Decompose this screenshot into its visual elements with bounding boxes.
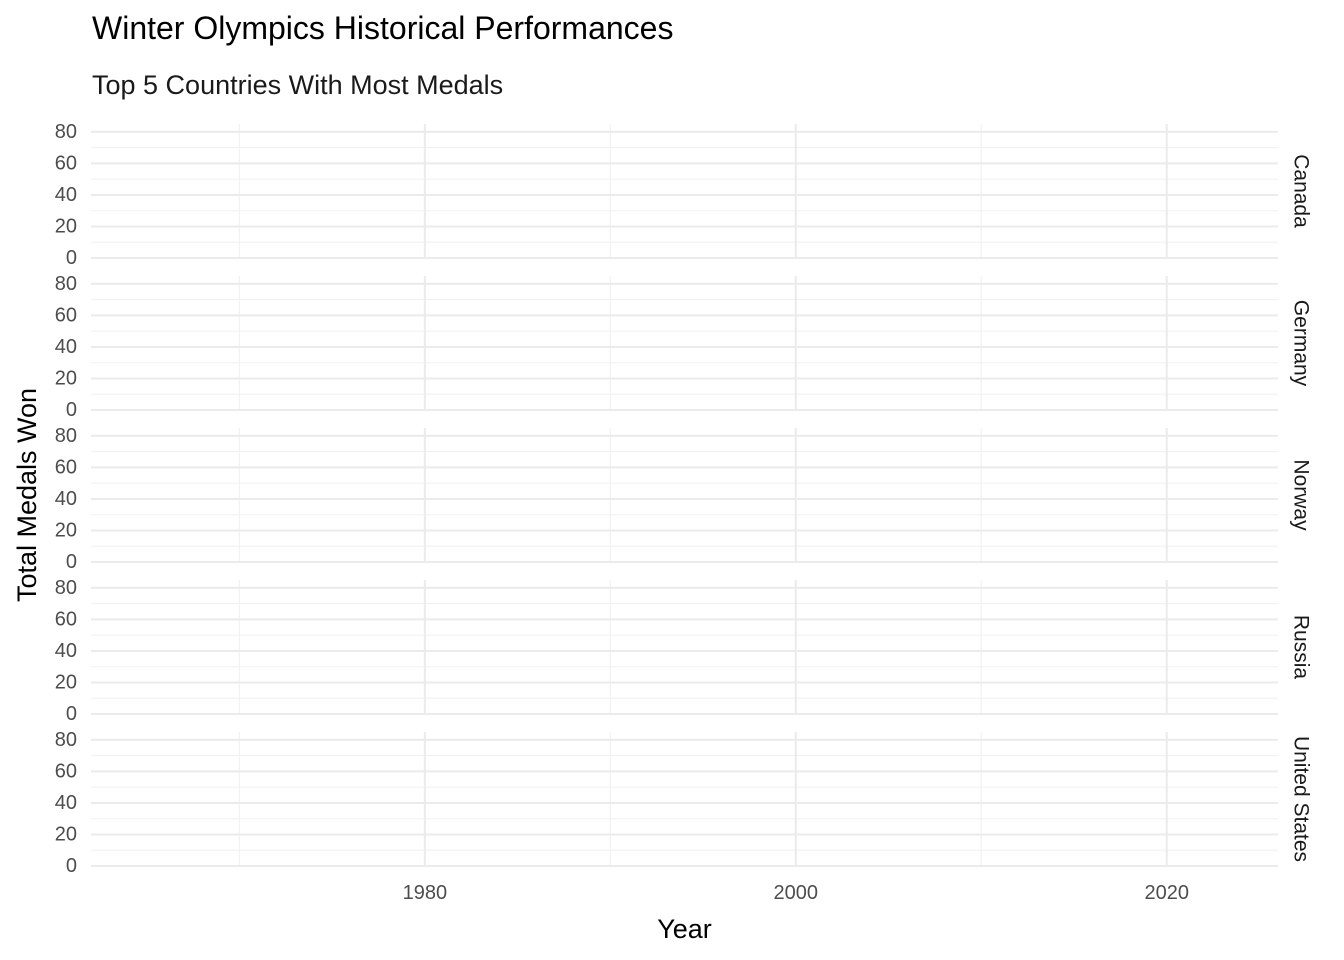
facet-label-germany: Germany: [1290, 300, 1313, 387]
y-tick-label: 40: [55, 336, 77, 358]
y-tick-label: 80: [55, 729, 77, 751]
y-tick-label: 20: [55, 215, 77, 237]
y-tick-label: 60: [55, 456, 77, 478]
y-tick-label: 20: [55, 823, 77, 845]
y-tick-label: 60: [55, 152, 77, 174]
facet-label-russia: Russia: [1290, 615, 1313, 680]
y-tick-label: 80: [55, 425, 77, 447]
facet-label-united-states: United States: [1290, 736, 1313, 862]
x-tick-label: 2000: [774, 882, 819, 904]
y-tick-label: 60: [55, 608, 77, 630]
x-tick-label: 2020: [1144, 882, 1189, 904]
y-tick-label: 0: [66, 551, 77, 573]
facet-label-norway: Norway: [1290, 459, 1313, 531]
y-tick-label: 60: [55, 304, 77, 326]
y-tick-label: 80: [55, 121, 77, 143]
x-axis-title: Year: [657, 914, 712, 944]
facet-label-canada: Canada: [1290, 154, 1313, 228]
y-tick-label: 80: [55, 273, 77, 295]
y-tick-label: 40: [55, 184, 77, 206]
chart-subtitle: Top 5 Countries With Most Medals: [92, 70, 504, 100]
x-tick-label: 1980: [403, 882, 448, 904]
y-tick-label: 20: [55, 671, 77, 693]
chart-title: Winter Olympics Historical Performances: [92, 10, 674, 46]
y-tick-label: 40: [55, 640, 77, 662]
y-tick-label: 80: [55, 577, 77, 599]
y-tick-label: 20: [55, 519, 77, 541]
y-tick-label: 40: [55, 488, 77, 510]
y-tick-label: 40: [55, 792, 77, 814]
y-tick-label: 0: [66, 399, 77, 421]
y-tick-label: 0: [66, 855, 77, 877]
y-axis-title: Total Medals Won: [12, 388, 42, 602]
y-tick-label: 60: [55, 760, 77, 782]
y-tick-label: 0: [66, 247, 77, 269]
y-tick-label: 20: [55, 367, 77, 389]
y-tick-label: 0: [66, 703, 77, 725]
